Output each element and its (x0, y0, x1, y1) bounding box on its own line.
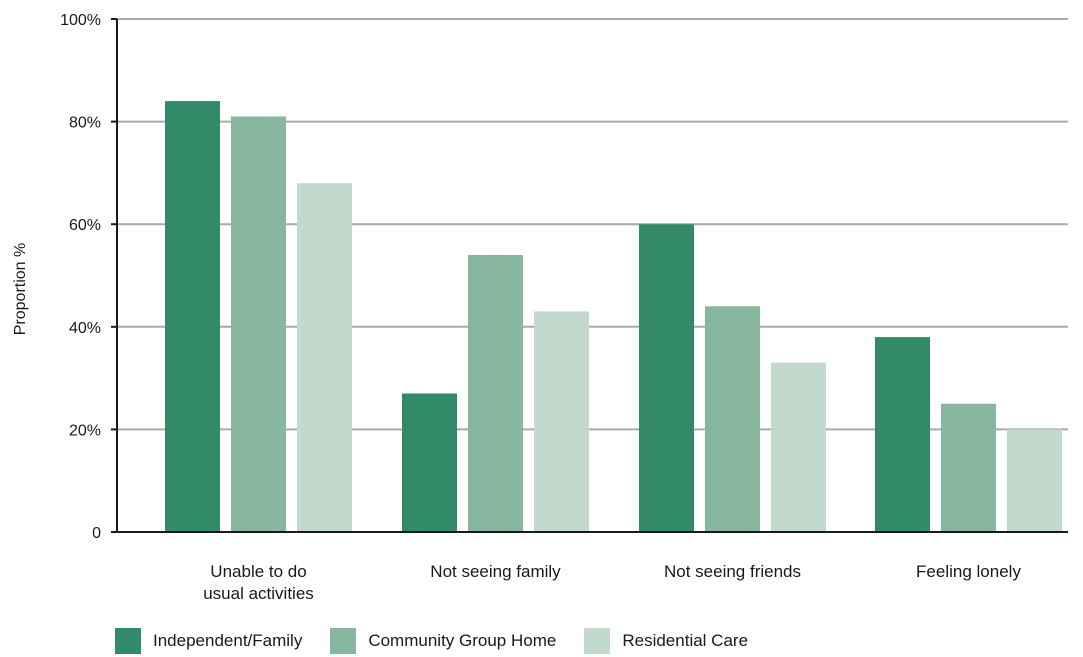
bar (468, 254, 523, 533)
bar (1007, 429, 1062, 532)
y-tick-label: 40% (69, 320, 101, 337)
bar (639, 224, 694, 532)
x-category-labels: Unable to do usual activities Not seeing f… (203, 562, 1021, 603)
y-axis-title: Proportion % (12, 243, 29, 336)
y-tick-label: 80% (69, 115, 101, 132)
y-tick-label: 100% (60, 12, 101, 29)
bar (875, 337, 930, 532)
bar (231, 116, 286, 532)
y-tick-labels: 0 20% 40% 60% 80% 100% (60, 12, 101, 542)
bar (165, 101, 220, 532)
y-tick-label: 20% (69, 422, 101, 439)
y-tick-label: 60% (69, 217, 101, 234)
bar (771, 362, 826, 532)
bar (402, 393, 457, 532)
legend-label: Community Group Home (368, 631, 557, 650)
legend: Independent/Family Community Group Home … (115, 627, 776, 655)
legend-label: Independent/Family (153, 631, 303, 650)
x-category-label: Not seeing family (430, 562, 561, 581)
legend-item-community-group-home: Community Group Home (330, 628, 556, 654)
y-tick-label: 0 (92, 525, 101, 542)
legend-swatch (115, 628, 141, 654)
bar (534, 311, 589, 532)
bars (165, 101, 1062, 533)
bar (705, 306, 760, 532)
legend-label: Residential Care (622, 631, 749, 650)
bar (941, 403, 996, 532)
legend-item-residential-care: Residential Care (584, 628, 748, 654)
legend-swatch (584, 628, 611, 654)
x-category-label: Not seeing friends (664, 562, 801, 581)
x-category-label: Feeling lonely (916, 562, 1021, 581)
legend-swatch (330, 628, 357, 654)
bar (297, 183, 352, 532)
legend-item-independent-family: Independent/Family (115, 628, 302, 654)
axes (111, 18, 1068, 533)
x-category-label: Unable to do usual activities (203, 562, 314, 603)
